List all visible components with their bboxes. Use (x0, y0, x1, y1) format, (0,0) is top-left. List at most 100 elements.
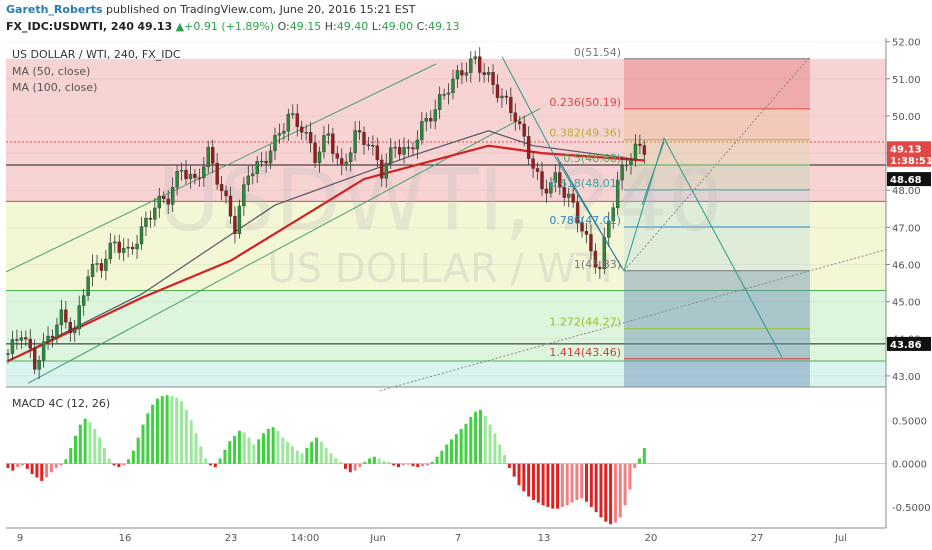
candle-body (77, 305, 81, 330)
resistance-zone (6, 58, 886, 202)
candle-body (46, 335, 50, 342)
candle-body (629, 159, 633, 165)
candle-body (81, 295, 86, 306)
macd-bar-81 (396, 463, 400, 468)
macd-bar-112 (546, 463, 550, 507)
y-tick-6: 46.00 (892, 260, 921, 271)
macd-bar-121 (589, 463, 593, 507)
candle-body (420, 121, 424, 141)
candle-body (397, 147, 402, 155)
macd-bar-20 (102, 448, 106, 464)
candle-body (95, 263, 99, 265)
candle-body (99, 263, 104, 271)
candle-body (317, 151, 322, 163)
macd-bar-16 (83, 418, 87, 464)
macd-bar-82 (401, 463, 405, 466)
candle-body (366, 144, 371, 146)
fib-label-3: 0.5(48.68) (563, 152, 621, 165)
candle-body (228, 195, 233, 217)
trading-chart[interactable]: USDWTI, 240 US DOLLAR / WTI 0(51.54) 0.23… (0, 38, 932, 550)
macd-bar-36 (180, 401, 184, 464)
candle-body (10, 339, 15, 354)
up-arrow-icon: ▲ (175, 20, 185, 33)
candle-body (442, 94, 446, 96)
macd-bar-70 (343, 463, 347, 469)
macd-bar-41 (204, 458, 208, 464)
author-link[interactable]: Gareth_Roberts (6, 3, 103, 16)
high-label: H: (324, 20, 337, 33)
macd-bar-15 (78, 424, 82, 464)
macd-bar-13 (69, 448, 73, 464)
macd-bar-25 (127, 459, 131, 464)
macd-bar-91 (445, 444, 449, 464)
axes: 52.0051.0050.0049.0048.0047.0046.0045.00… (17, 38, 931, 544)
macd-bar-78 (382, 461, 386, 464)
macd-bar-99 (483, 415, 487, 464)
macd-bar-35 (175, 397, 179, 464)
fib-retracement-box (623, 56, 811, 387)
candle-body (113, 241, 117, 244)
candle-body (335, 153, 339, 159)
macd-bar-60 (295, 450, 299, 464)
pattern-leg-right (641, 141, 665, 206)
candle-body (540, 171, 544, 190)
candle-body (380, 159, 384, 179)
candle-body (295, 113, 299, 128)
ma50-line (7, 130, 645, 362)
candle-body (215, 163, 219, 185)
candle-body (424, 117, 428, 122)
abcd-pattern-line (501, 56, 783, 358)
candle-body (460, 70, 464, 76)
macd-bar-1 (11, 463, 15, 471)
macd-bar-95 (464, 423, 468, 464)
macd-bar-86 (421, 463, 425, 467)
candlesticks (6, 47, 647, 380)
candle-body (464, 72, 469, 76)
macd-bar-119 (580, 463, 584, 499)
last-price: 49.13 (137, 20, 173, 33)
candle-body (429, 117, 433, 122)
macd-bar-83 (406, 463, 410, 465)
fib-labels: 0(51.54) 0.236(50.19) 0.382(49.36) 0.5(48.6… (549, 46, 621, 359)
macd-bar-100 (488, 424, 492, 464)
candle-body (624, 164, 629, 167)
macd-bar-96 (469, 416, 473, 464)
candle-body (593, 250, 598, 268)
candle-body (121, 247, 126, 253)
macd-bar-108 (527, 463, 531, 497)
macd-bar-92 (450, 439, 454, 464)
candle-body (24, 337, 28, 340)
candle-body (598, 267, 602, 270)
candle-body (273, 135, 277, 152)
macd-bar-115 (560, 463, 564, 507)
candle-body (362, 132, 366, 145)
y-tick-7: 45.00 (892, 298, 921, 309)
macd-bar-107 (522, 463, 526, 492)
macd-bar-111 (541, 463, 545, 506)
fib-zones (6, 58, 886, 387)
candle-body (495, 84, 500, 99)
candle-body (73, 328, 77, 334)
macd-bar-105 (512, 463, 516, 477)
moving-averages (7, 130, 645, 362)
candle-body (206, 146, 210, 167)
macd-bar-122 (594, 463, 598, 513)
macd-bar-131 (638, 458, 642, 464)
macd-bar-97 (474, 411, 478, 464)
price-label-bg-3 (887, 336, 931, 351)
upper-channel-line (5, 63, 437, 273)
macd-bar-54 (266, 428, 270, 464)
candle-body (393, 147, 397, 149)
harmonic-pattern (501, 56, 783, 358)
candle-body (202, 166, 206, 179)
y-tick-1: 51.00 (892, 75, 921, 86)
macd-bar-93 (454, 434, 458, 464)
macd-bar-46 (228, 441, 232, 464)
macd-bar-64 (315, 437, 319, 464)
macd-bar-12 (64, 459, 68, 464)
macd-bar-88 (430, 461, 434, 464)
macd-bar-7 (40, 463, 44, 481)
candle-body (473, 56, 477, 60)
x-tick-7: 20 (645, 533, 658, 544)
macd-bar-19 (98, 437, 102, 464)
